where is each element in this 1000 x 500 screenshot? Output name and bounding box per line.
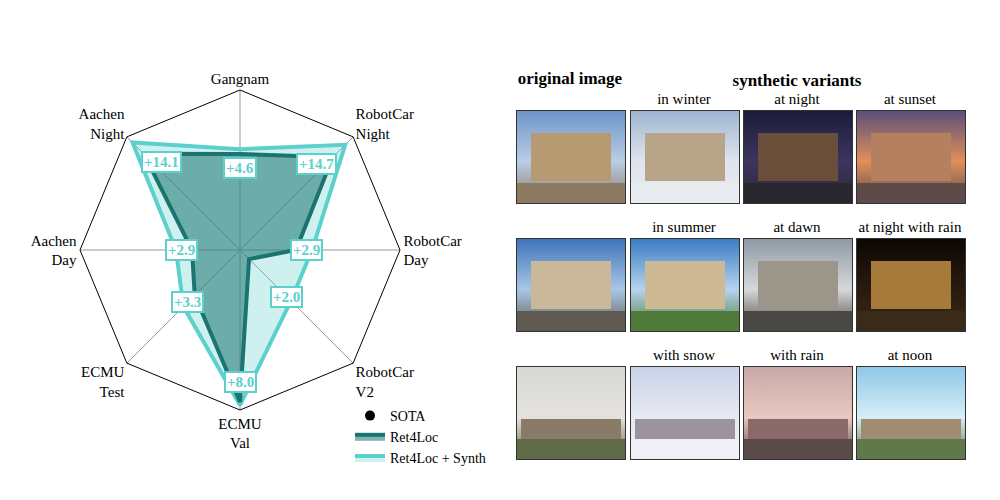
html-text:with snow: with snow xyxy=(653,347,715,363)
html-text:in summer: in summer xyxy=(652,219,716,235)
svg-text:ECMUVal: ECMUVal xyxy=(218,416,262,452)
svg-text:RobotCarDay: RobotCarDay xyxy=(404,233,462,269)
svg-text:AachenNight: AachenNight xyxy=(79,106,126,142)
svg-text:+14.1: +14.1 xyxy=(144,154,179,170)
html-text:original image: original image xyxy=(517,69,623,88)
svg-text:+14.7: +14.7 xyxy=(299,156,334,172)
html-text:at sunset: at sunset xyxy=(884,91,936,107)
svg-text:+4.6: +4.6 xyxy=(226,160,254,176)
svg-text:+2.0: +2.0 xyxy=(273,289,300,305)
svg-text:RobotCarNight: RobotCarNight xyxy=(356,106,414,142)
html-text:at noon: at noon xyxy=(887,347,933,363)
html-text:synthetic variants: synthetic variants xyxy=(732,71,862,90)
html-text:at night with rain: at night with rain xyxy=(858,219,962,235)
svg-text:ECMUTest: ECMUTest xyxy=(81,364,125,400)
svg-text:Ret4Loc + Synth: Ret4Loc + Synth xyxy=(390,451,486,466)
svg-text:+3.3: +3.3 xyxy=(174,294,201,310)
svg-text:Gangnam: Gangnam xyxy=(211,71,270,87)
svg-text:+2.9: +2.9 xyxy=(168,242,195,258)
html-text:in winter: in winter xyxy=(657,91,711,107)
svg-text:+2.9: +2.9 xyxy=(293,242,320,258)
svg-text:AachenDay: AachenDay xyxy=(31,233,77,269)
html-text:at night: at night xyxy=(774,91,820,107)
svg-text:RobotCarV2: RobotCarV2 xyxy=(356,364,414,400)
html-text:at dawn: at dawn xyxy=(773,219,821,235)
svg-text:Ret4Loc: Ret4Loc xyxy=(390,430,438,445)
html-text:with rain: with rain xyxy=(770,347,824,363)
svg-text:+8.0: +8.0 xyxy=(227,374,254,390)
svg-text:SOTA: SOTA xyxy=(390,409,426,424)
